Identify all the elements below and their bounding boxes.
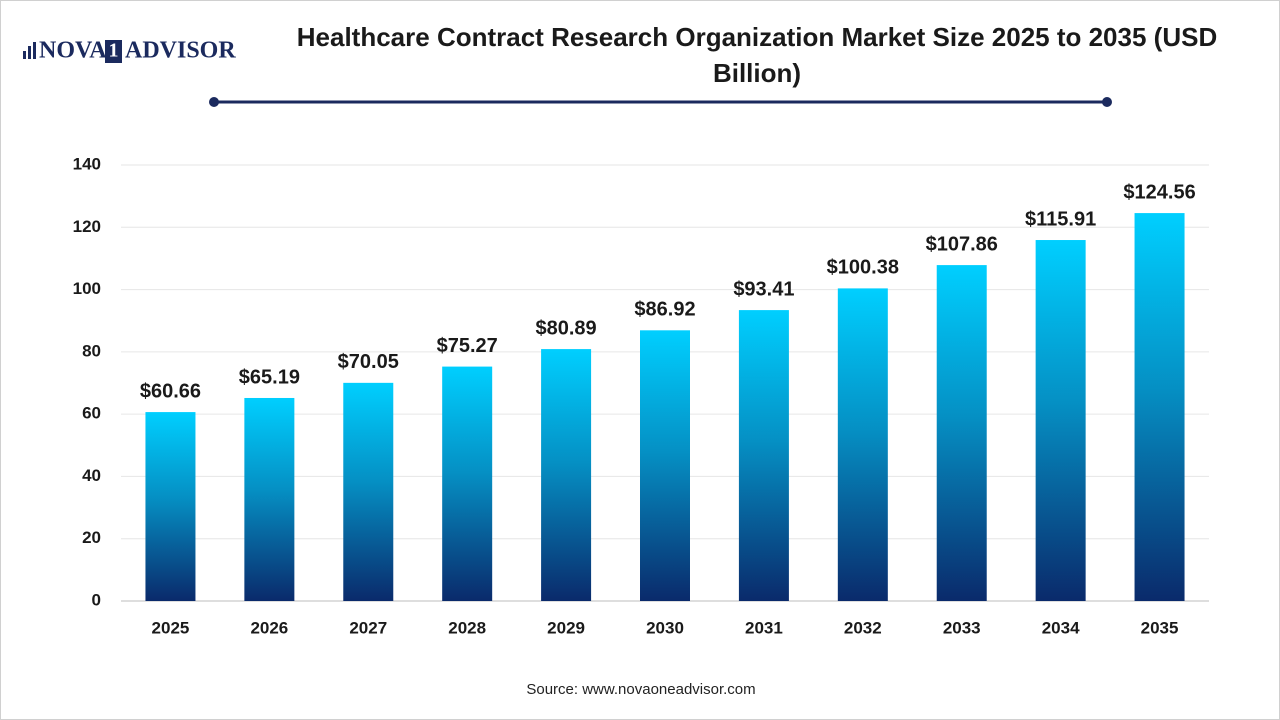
y-tick-label: 140 [73,154,101,173]
value-label: $60.66 [140,380,201,402]
x-tick-label: 2028 [448,618,486,637]
y-tick-label: 80 [82,341,101,360]
x-tick-label: 2035 [1141,618,1179,637]
y-tick-label: 0 [92,590,101,609]
x-tick-label: 2032 [844,618,882,637]
x-tick-label: 2034 [1042,618,1080,637]
value-label: $100.38 [827,257,899,279]
value-label: $65.19 [239,366,300,388]
logo-mark: 1 [109,40,119,62]
bar [738,310,789,601]
x-tick-label: 2026 [250,618,288,637]
value-label: $86.92 [634,299,695,321]
bar [837,288,888,601]
bar [244,397,295,601]
logo: NOVA 1 ADVISOR [23,38,236,64]
x-tick-label: 2029 [547,618,585,637]
value-label: $75.27 [437,335,498,357]
x-tick-label: 2027 [349,618,387,637]
value-label: $107.86 [926,233,998,255]
value-label: $93.41 [733,278,794,300]
bar [145,412,196,601]
bar [343,382,394,601]
title-rule [209,97,1112,107]
value-label: $70.05 [338,351,399,373]
y-tick-label: 40 [82,466,101,485]
bar [1035,240,1086,602]
y-tick-label: 100 [73,279,101,298]
x-tick-label: 2031 [745,618,783,637]
y-tick-label: 60 [82,404,101,423]
source: Source: www.novaoneadvisor.com [526,681,755,698]
bar [640,330,690,601]
logo-right: ADVISOR [125,38,236,64]
x-tick-label: 2033 [943,618,981,637]
bar [936,265,987,601]
x-tick-label: 2030 [646,618,684,637]
y-tick-label: 120 [73,217,101,236]
chart-title: Healthcare Contract Research Organizatio… [296,22,1218,88]
x-tick-label: 2025 [152,618,190,637]
logo-left: NOVA [39,38,107,64]
value-label: $115.91 [1025,208,1096,230]
value-label: $80.89 [536,317,597,339]
y-tick-label: 20 [82,528,101,547]
bar [1134,213,1185,601]
value-label: $124.56 [1123,181,1195,203]
bar [541,349,592,601]
bar [442,366,493,601]
